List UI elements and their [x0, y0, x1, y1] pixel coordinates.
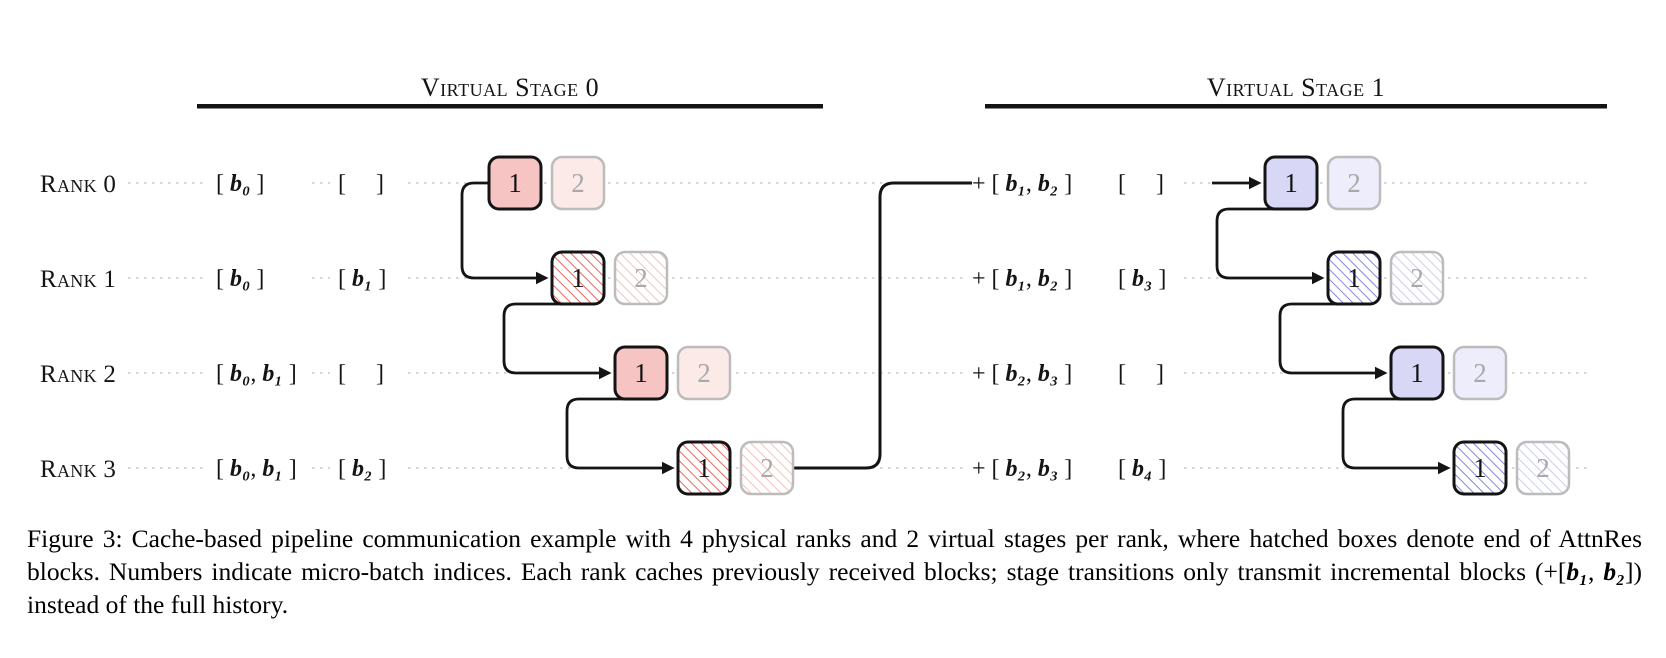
rank0-stage1-incoming: [ ] — [1118, 171, 1164, 197]
block-microbatch-2-pending-hatched — [613, 250, 669, 306]
block-label: 1 — [634, 358, 648, 388]
rank3-stage0-incoming: [ b₂ ] — [338, 456, 386, 482]
arrow-s0-rank2-to-rank3 — [565, 397, 675, 475]
block-label: 2 — [571, 168, 585, 198]
rank3-stage0-cache: [ b₀, b₁ ] — [216, 456, 297, 482]
text-masks — [205, 165, 1182, 486]
stage0-header: Virtual Stage 0 — [421, 73, 599, 102]
block-label: 2 — [760, 453, 774, 483]
rank3-stage1-cache: + [ b₂, b₃ ] — [972, 456, 1072, 482]
rank1-label: Rank 1 — [40, 266, 116, 293]
arrow-s0-rank0-to-rank1 — [460, 181, 549, 285]
block-microbatch-2-pending-hatched — [1389, 250, 1445, 306]
block-microbatch-1 — [1263, 155, 1319, 211]
block-microbatch-1 — [487, 155, 543, 211]
s0-rank2-blocks: 1 2 — [613, 345, 732, 401]
block-microbatch-2-pending — [1452, 345, 1508, 401]
block-microbatch-1-hatched — [550, 250, 606, 306]
rank2-stage1-cache: + [ b₂, b₃ ] — [972, 361, 1072, 387]
stage1-underline — [985, 104, 1607, 109]
arrow-s1-rank1-to-rank2 — [1278, 302, 1388, 380]
rank1-stage0-cache: [ b₀ ] — [216, 266, 264, 292]
rank2-stage0-cache: [ b₀, b₁ ] — [216, 361, 297, 387]
s1-rank1-blocks: 1 2 — [1326, 250, 1445, 306]
stage1-header: Virtual Stage 1 — [1207, 73, 1385, 102]
s0-rank1-blocks: 1 2 — [550, 250, 669, 306]
block-microbatch-2-pending — [676, 345, 732, 401]
arrow-s1-rank2-to-rank3 — [1341, 397, 1451, 475]
arrow-s1-rank0-to-rank1 — [1215, 207, 1325, 285]
rank1-stage1-incoming: [ b₃ ] — [1118, 266, 1166, 292]
rank2-label: Rank 2 — [40, 361, 116, 388]
block-label: 2 — [634, 263, 648, 293]
block-label: 1 — [1284, 168, 1298, 198]
block-label: 1 — [1410, 358, 1424, 388]
s1-rank3-blocks: 1 2 — [1452, 440, 1571, 496]
block-label: 2 — [1347, 168, 1361, 198]
s0-rank0-blocks: 1 2 — [487, 155, 606, 211]
stage-transition-line — [793, 181, 972, 470]
block-label: 2 — [1410, 263, 1424, 293]
rank1-stage1-cache: + [ b₁, b₂ ] — [972, 266, 1072, 292]
figure-caption: Figure 3: Cache-based pipeline communica… — [27, 523, 1642, 619]
block-label: 2 — [697, 358, 711, 388]
block-microbatch-2-pending — [550, 155, 606, 211]
rank3-stage1-incoming: [ b₄ ] — [1118, 456, 1166, 482]
rank0-stage1-cache: + [ b₁, b₂ ] — [972, 171, 1072, 197]
block-label: 1 — [697, 453, 711, 483]
block-microbatch-1 — [613, 345, 669, 401]
block-microbatch-1-hatched — [1326, 250, 1382, 306]
block-label: 1 — [1473, 453, 1487, 483]
rank1-stage0-incoming: [ b₁ ] — [338, 266, 386, 292]
rank2-stage0-incoming: [ ] — [338, 361, 384, 387]
block-microbatch-2-pending-hatched — [1515, 440, 1571, 496]
pipeline-diagram: Virtual Stage 0 Virtual Stage 1 Rank 0 R… — [40, 73, 1607, 496]
rank0-stage0-cache: [ b₀ ] — [216, 171, 264, 197]
rank2-stage1-incoming: [ ] — [1118, 361, 1164, 387]
block-label: 1 — [1347, 263, 1361, 293]
s1-rank2-blocks: 1 2 — [1389, 345, 1508, 401]
s1-rank0-blocks: 1 2 — [1263, 155, 1382, 211]
rank0-label: Rank 0 — [40, 171, 116, 198]
block-microbatch-1 — [1389, 345, 1445, 401]
rank3-label: Rank 3 — [40, 456, 116, 483]
block-microbatch-2-pending-hatched — [739, 440, 795, 496]
block-microbatch-1-hatched — [1452, 440, 1508, 496]
block-microbatch-1-hatched — [676, 440, 732, 496]
rank0-stage0-incoming: [ ] — [338, 171, 384, 197]
arrow-s0-rank1-to-rank2 — [502, 302, 612, 380]
block-microbatch-2-pending — [1326, 155, 1382, 211]
block-label: 1 — [508, 168, 522, 198]
s0-rank3-blocks: 1 2 — [676, 440, 795, 496]
stage0-underline — [197, 104, 823, 109]
block-label: 1 — [571, 263, 585, 293]
block-label: 2 — [1536, 453, 1550, 483]
block-label: 2 — [1473, 358, 1487, 388]
